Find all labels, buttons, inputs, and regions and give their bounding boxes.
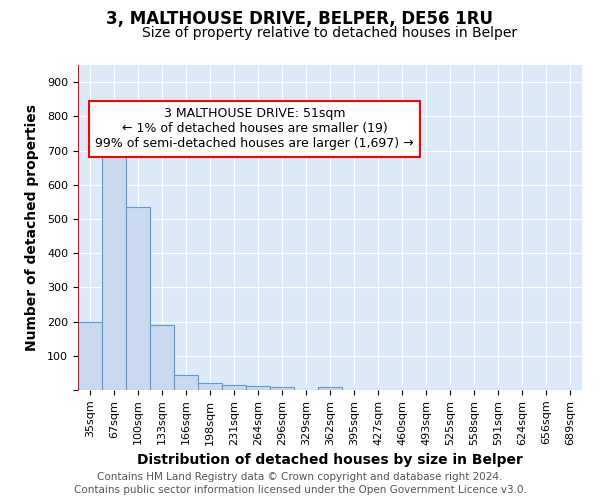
Title: Size of property relative to detached houses in Belper: Size of property relative to detached ho… xyxy=(142,26,518,40)
Y-axis label: Number of detached properties: Number of detached properties xyxy=(25,104,39,351)
Bar xyxy=(198,383,222,390)
Text: Contains HM Land Registry data © Crown copyright and database right 2024.
Contai: Contains HM Land Registry data © Crown c… xyxy=(74,472,526,495)
Bar xyxy=(222,385,246,390)
Text: 3 MALTHOUSE DRIVE: 51sqm
← 1% of detached houses are smaller (19)
99% of semi-de: 3 MALTHOUSE DRIVE: 51sqm ← 1% of detache… xyxy=(95,108,414,150)
Text: 3, MALTHOUSE DRIVE, BELPER, DE56 1RU: 3, MALTHOUSE DRIVE, BELPER, DE56 1RU xyxy=(107,10,493,28)
Bar xyxy=(270,388,294,390)
Bar xyxy=(246,386,270,390)
Bar xyxy=(174,374,198,390)
Bar xyxy=(150,325,174,390)
X-axis label: Distribution of detached houses by size in Belper: Distribution of detached houses by size … xyxy=(137,453,523,467)
Bar xyxy=(78,322,102,390)
Bar xyxy=(126,207,150,390)
Bar xyxy=(102,146,126,390)
Bar xyxy=(318,388,342,390)
